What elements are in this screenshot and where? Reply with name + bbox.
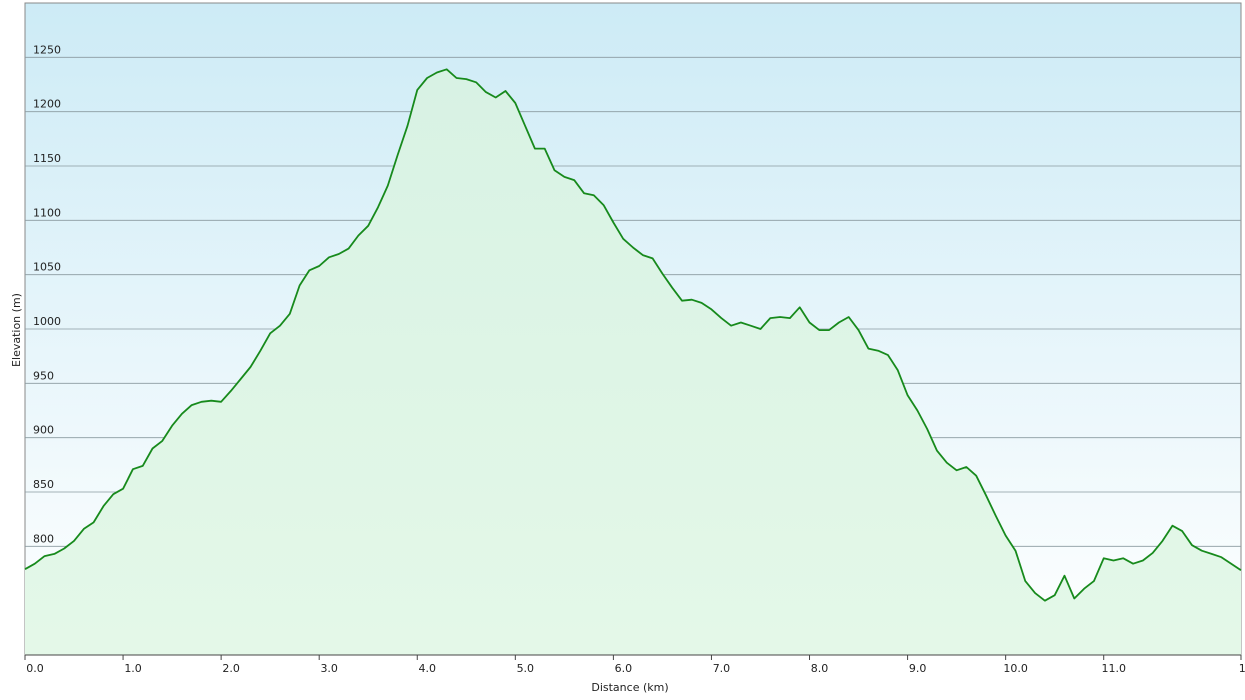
x-axis-label: Distance (km) — [591, 681, 668, 694]
x-tick-label: 5.0 — [517, 662, 535, 675]
x-tick-label: 1.0 — [124, 662, 142, 675]
y-tick-label: 1200 — [33, 98, 61, 111]
y-tick-label: 1250 — [33, 43, 61, 56]
x-tick-label: 12.4 — [1239, 662, 1245, 675]
y-tick-label: 950 — [33, 369, 54, 382]
x-tick-label: 2.0 — [222, 662, 240, 675]
y-tick-label: 850 — [33, 478, 54, 491]
y-axis-label: Elevation (m) — [10, 293, 23, 367]
x-tick-label: 0.0 — [26, 662, 44, 675]
x-tick-label: 10.0 — [1003, 662, 1028, 675]
y-tick-label: 1100 — [33, 206, 61, 219]
x-tick-label: 4.0 — [419, 662, 437, 675]
x-tick-label: 11.0 — [1101, 662, 1126, 675]
x-tick-label: 7.0 — [713, 662, 731, 675]
x-tick-label: 8.0 — [811, 662, 829, 675]
x-tick-label: 9.0 — [909, 662, 927, 675]
elevation-area — [25, 69, 1241, 656]
x-tick-label: 6.0 — [615, 662, 633, 675]
y-tick-label: 900 — [33, 424, 54, 437]
x-tick-label: 3.0 — [320, 662, 338, 675]
y-tick-label: 1150 — [33, 152, 61, 165]
y-tick-label: 800 — [33, 532, 54, 545]
y-tick-label: 1050 — [33, 261, 61, 274]
y-tick-label: 1000 — [33, 315, 61, 328]
elevation-line — [24, 68, 1242, 602]
